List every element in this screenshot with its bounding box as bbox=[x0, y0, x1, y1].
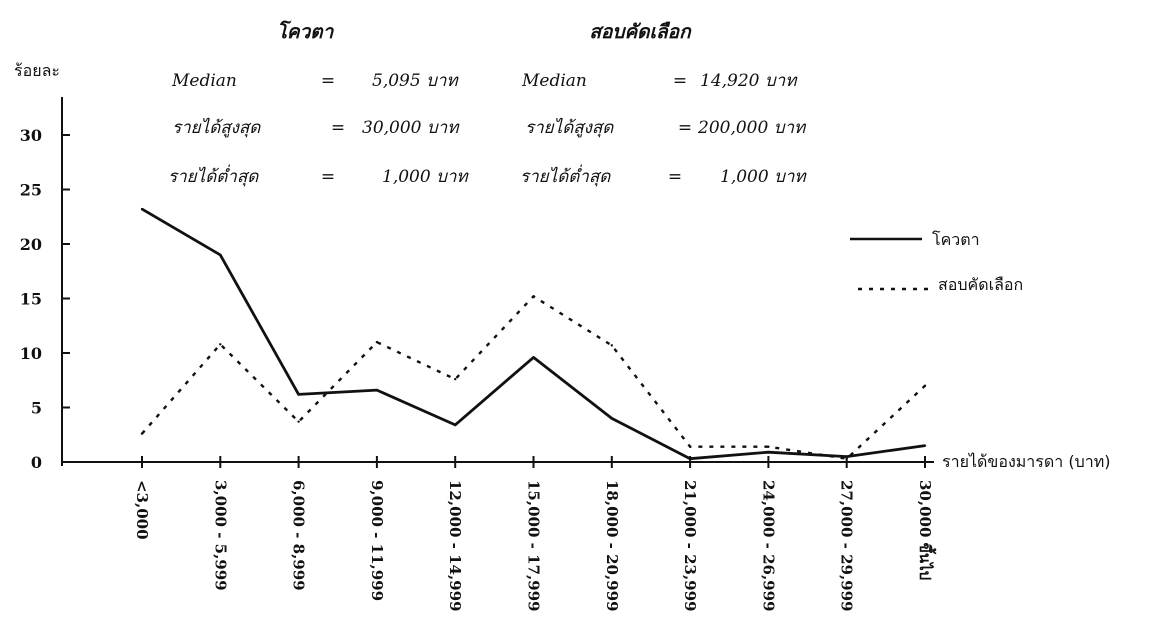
exam-median-label: Median bbox=[521, 71, 587, 91]
data-point bbox=[610, 344, 613, 347]
y-tick-label: 0 bbox=[31, 453, 42, 472]
quota-median-value: 5,095 บาท bbox=[372, 71, 459, 91]
data-point bbox=[375, 388, 379, 392]
exam-max-value: 200,000 บาท bbox=[697, 118, 807, 138]
x-tick-label: <3,000 bbox=[133, 480, 151, 540]
data-point bbox=[610, 417, 613, 420]
x-ticks: <3,000 3,000 - 5,999 6,000 - 8,999 9,000 - … bbox=[133, 456, 937, 611]
y-tick-label: 15 bbox=[20, 290, 42, 309]
exam-min-eq: = bbox=[668, 167, 682, 187]
annotations: โควตา สอบคัดเลือก Median = 5,095 บาท ราย… bbox=[168, 20, 807, 187]
legend-label-exam: สอบคัดเลือก bbox=[938, 275, 1023, 294]
y-ticks: 0 5 10 15 20 25 30 bbox=[20, 126, 70, 472]
data-point bbox=[767, 445, 770, 448]
y-tick-label: 20 bbox=[20, 235, 42, 254]
x-tick-label: 9,000 - 11,999 bbox=[368, 480, 386, 601]
x-tick-label: 27,000 - 29,999 bbox=[838, 480, 856, 611]
data-point bbox=[454, 377, 457, 381]
data-point bbox=[219, 253, 222, 257]
quota-median-eq: = bbox=[321, 71, 335, 91]
series-line-1 bbox=[141, 295, 926, 460]
data-point bbox=[532, 356, 535, 359]
data-point bbox=[140, 432, 144, 435]
quota-min-eq: = bbox=[321, 167, 335, 187]
data-point bbox=[688, 445, 692, 448]
quota-max-eq: = bbox=[331, 118, 345, 138]
y-tick-label: 30 bbox=[20, 126, 42, 145]
x-tick-label: 30,000 ขึ้นไป bbox=[916, 480, 937, 580]
data-point bbox=[454, 423, 457, 427]
y-tick-label: 10 bbox=[20, 344, 42, 363]
data-point bbox=[845, 457, 848, 460]
legend: โควตา สอบคัดเลือก bbox=[850, 230, 1023, 294]
x-tick-label: 21,000 - 23,999 bbox=[681, 480, 699, 611]
exam-max-eq: = bbox=[678, 118, 692, 138]
y-tick-label: 5 bbox=[31, 399, 42, 418]
data-point bbox=[219, 343, 222, 346]
exam-min-label: รายได้ต่ำสุด bbox=[520, 164, 611, 187]
data-point bbox=[923, 384, 927, 387]
data-point bbox=[375, 340, 379, 344]
annotation-heading-quota: โควตา bbox=[277, 20, 335, 43]
x-axis-label: รายได้ของมารดา (บาท) bbox=[942, 452, 1111, 471]
x-tick-label: 24,000 - 26,999 bbox=[759, 480, 777, 611]
data-point bbox=[297, 393, 300, 396]
annotation-heading-exam: สอบคัดเลือก bbox=[589, 21, 692, 43]
series-line-0 bbox=[141, 207, 926, 461]
exam-median-value: 14,920 บาท bbox=[700, 71, 798, 91]
exam-median-eq: = bbox=[673, 71, 687, 91]
data-point bbox=[140, 207, 144, 211]
y-tick-label: 25 bbox=[20, 181, 42, 200]
x-tick-label: 6,000 - 8,999 bbox=[290, 480, 308, 591]
exam-max-label: รายได้สูงสุด bbox=[525, 117, 614, 138]
x-tick-label: 12,000 - 14,999 bbox=[446, 480, 464, 611]
legend-label-quota: โควตา bbox=[932, 230, 980, 249]
quota-min-value: 1,000 บาท bbox=[382, 167, 469, 187]
data-point bbox=[767, 450, 770, 454]
data-point bbox=[923, 444, 927, 447]
x-tick-label: 18,000 - 20,999 bbox=[603, 480, 621, 611]
data-point bbox=[688, 457, 692, 460]
exam-min-value: 1,000 บาท bbox=[720, 167, 807, 187]
axes bbox=[61, 97, 934, 466]
x-tick-label: 3,000 - 5,999 bbox=[211, 480, 229, 591]
y-axis-label: ร้อยละ bbox=[14, 61, 60, 80]
data-point bbox=[297, 420, 300, 423]
data-point bbox=[532, 295, 535, 298]
data-point bbox=[845, 455, 848, 458]
quota-max-value: 30,000 บาท bbox=[362, 118, 460, 138]
x-tick-label: 15,000 - 17,999 bbox=[525, 480, 543, 611]
quota-max-label: รายได้สูงสุด bbox=[172, 117, 261, 138]
quota-median-label: Median bbox=[171, 71, 237, 91]
quota-min-label: รายได้ต่ำสุด bbox=[168, 164, 259, 187]
series-lines bbox=[140, 207, 927, 461]
